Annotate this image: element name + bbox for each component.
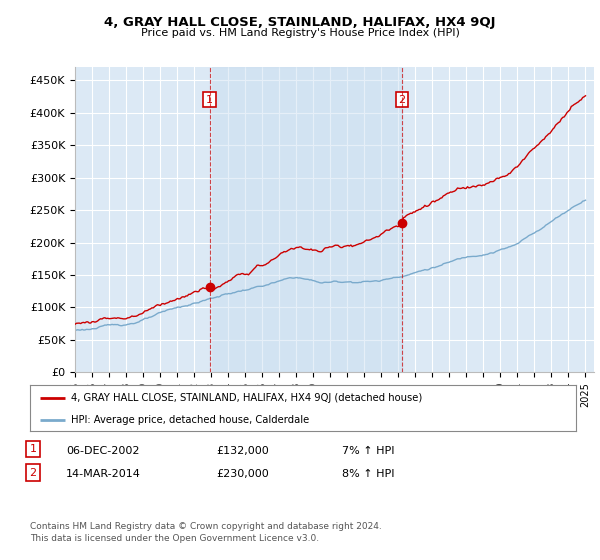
- Text: 8% ↑ HPI: 8% ↑ HPI: [342, 469, 395, 479]
- Text: HPI: Average price, detached house, Calderdale: HPI: Average price, detached house, Cald…: [71, 415, 309, 424]
- Text: £230,000: £230,000: [216, 469, 269, 479]
- Text: 06-DEC-2002: 06-DEC-2002: [66, 446, 139, 456]
- Text: 4, GRAY HALL CLOSE, STAINLAND, HALIFAX, HX4 9QJ (detached house): 4, GRAY HALL CLOSE, STAINLAND, HALIFAX, …: [71, 393, 422, 403]
- Text: 2: 2: [398, 95, 406, 105]
- Text: £132,000: £132,000: [216, 446, 269, 456]
- Text: Price paid vs. HM Land Registry's House Price Index (HPI): Price paid vs. HM Land Registry's House …: [140, 28, 460, 38]
- Text: 1: 1: [206, 95, 213, 105]
- Text: 7% ↑ HPI: 7% ↑ HPI: [342, 446, 395, 456]
- Text: 1: 1: [29, 444, 37, 454]
- Text: Contains HM Land Registry data © Crown copyright and database right 2024.
This d: Contains HM Land Registry data © Crown c…: [30, 522, 382, 543]
- Text: 4, GRAY HALL CLOSE, STAINLAND, HALIFAX, HX4 9QJ: 4, GRAY HALL CLOSE, STAINLAND, HALIFAX, …: [104, 16, 496, 29]
- Text: 14-MAR-2014: 14-MAR-2014: [66, 469, 141, 479]
- Bar: [210, 67, 402, 372]
- Text: 2: 2: [29, 468, 37, 478]
